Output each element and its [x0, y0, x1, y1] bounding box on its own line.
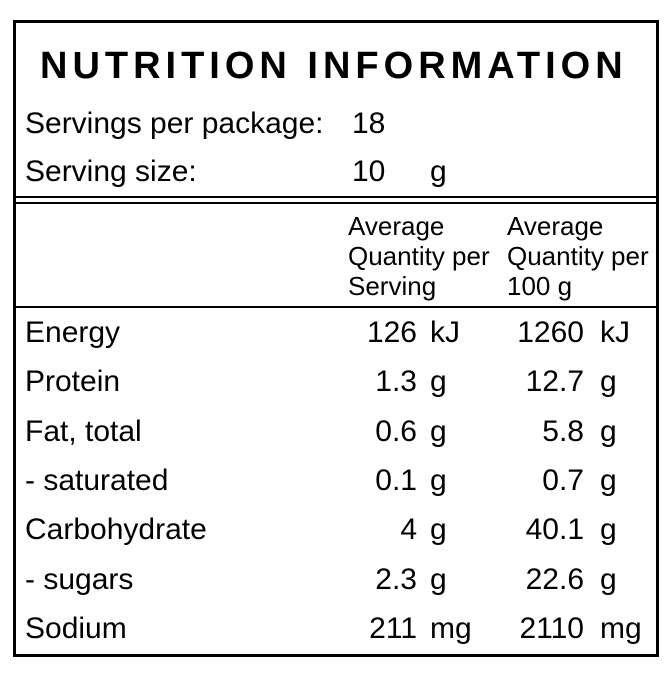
- nutrient-name: Fat, total: [25, 414, 142, 448]
- serving-size-label: Serving size:: [25, 155, 197, 188]
- per-serving-value: 1.3: [375, 365, 417, 399]
- nutrient-row: Sodium 211 mg 2110 mg: [16, 605, 656, 654]
- column-header-per-serving: Average Quantity per Serving: [348, 211, 490, 301]
- per-serving-unit: g: [430, 365, 447, 399]
- per-serving-value: 126: [366, 315, 417, 349]
- per-serving-unit: kJ: [430, 315, 460, 349]
- per-serving-unit: g: [430, 463, 447, 497]
- per-serving-value: 2.3: [375, 562, 417, 596]
- nutrient-row: Carbohydrate 4 g 40.1 g: [16, 506, 656, 555]
- panel-top-section: NUTRITION INFORMATION Servings per packa…: [16, 23, 656, 198]
- serving-size-unit: g: [430, 155, 447, 188]
- nutrient-row: Protein 1.3 g 12.7 g: [16, 357, 656, 406]
- column-header-per-100g: Average Quantity per 100 g: [507, 211, 649, 301]
- per-100g-value: 0.7: [542, 463, 584, 497]
- nutrient-name: - saturated: [25, 463, 169, 497]
- nutrient-name: Carbohydrate: [25, 513, 207, 547]
- nutrient-table: Energy 126 kJ 1260 kJ Protein 1.3 g 12.7…: [16, 308, 656, 654]
- column-header-spacer: [16, 211, 348, 306]
- nutrition-panel: NUTRITION INFORMATION Servings per packa…: [13, 20, 659, 657]
- nutrient-name: Sodium: [25, 612, 127, 646]
- per-100g-unit: g: [600, 562, 617, 596]
- per-serving-value: 4: [400, 513, 417, 547]
- nutrient-row: Fat, total 0.6 g 5.8 g: [16, 407, 656, 456]
- per-serving-unit: mg: [430, 612, 472, 646]
- per-100g-value: 12.7: [525, 365, 584, 399]
- per-100g-unit: g: [600, 365, 617, 399]
- serving-size-value: 10: [352, 155, 386, 188]
- per-100g-unit: g: [600, 414, 617, 448]
- per-serving-unit: g: [430, 562, 447, 596]
- nutrient-row: - sugars 2.3 g 22.6 g: [16, 555, 656, 604]
- per-100g-value: 5.8: [542, 414, 584, 448]
- per-100g-value: 2110: [519, 612, 584, 646]
- nutrient-name: - sugars: [25, 562, 134, 596]
- servings-per-package-label: Servings per package:: [25, 106, 324, 140]
- per-serving-value: 211: [369, 612, 417, 646]
- panel-title-row: NUTRITION INFORMATION: [16, 23, 656, 99]
- per-100g-unit: g: [600, 513, 617, 547]
- per-serving-unit: g: [430, 513, 447, 547]
- per-serving-unit: g: [430, 414, 447, 448]
- per-serving-value: 0.6: [375, 414, 417, 448]
- panel-title: NUTRITION INFORMATION: [40, 44, 628, 87]
- serving-size-row: Serving size: 10 g: [16, 148, 656, 196]
- nutrient-row: - saturated 0.1 g 0.7 g: [16, 456, 656, 505]
- per-100g-value: 22.6: [525, 562, 584, 596]
- section-divider: [16, 198, 656, 202]
- column-header-row: Average Quantity per Serving Average Qua…: [16, 202, 656, 308]
- nutrient-name: Protein: [25, 365, 121, 399]
- nutrient-row: Energy 126 kJ 1260 kJ: [16, 308, 656, 357]
- servings-per-package-row: Servings per package: 18: [16, 99, 656, 148]
- per-100g-unit: mg: [600, 612, 642, 646]
- per-serving-value: 0.1: [375, 463, 417, 497]
- per-100g-unit: g: [600, 463, 617, 497]
- per-100g-unit: kJ: [600, 315, 630, 349]
- per-100g-value: 1260: [517, 315, 584, 349]
- per-100g-value: 40.1: [525, 513, 584, 547]
- nutrient-name: Energy: [25, 315, 121, 349]
- servings-per-package-value: 18: [352, 106, 386, 140]
